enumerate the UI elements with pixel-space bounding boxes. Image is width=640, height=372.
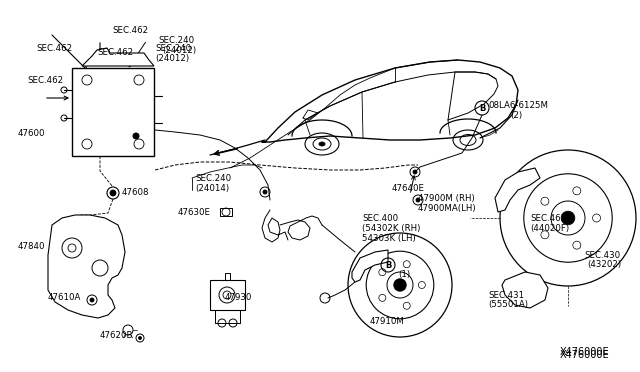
Polygon shape [210, 280, 245, 310]
Circle shape [138, 337, 141, 340]
Text: (1): (1) [398, 270, 410, 279]
Text: SEC.240: SEC.240 [195, 173, 231, 183]
Polygon shape [220, 208, 232, 216]
Circle shape [133, 133, 139, 139]
Text: 47620B: 47620B [100, 330, 134, 340]
Text: (2): (2) [510, 110, 522, 119]
Text: SEC.462: SEC.462 [36, 44, 72, 52]
Text: (24012): (24012) [162, 45, 196, 55]
Ellipse shape [319, 142, 325, 146]
Text: 47610A: 47610A [48, 294, 81, 302]
Polygon shape [72, 68, 154, 156]
Circle shape [90, 298, 94, 302]
Text: (24012): (24012) [155, 54, 189, 62]
Text: 47910M: 47910M [370, 317, 405, 327]
Text: B: B [479, 103, 485, 112]
Text: SEC.431: SEC.431 [488, 291, 524, 299]
Text: 47630E: 47630E [178, 208, 211, 217]
Circle shape [416, 198, 420, 202]
Circle shape [561, 211, 575, 225]
Polygon shape [48, 215, 125, 318]
Text: X476000E: X476000E [560, 350, 610, 360]
Text: SEC.400: SEC.400 [362, 214, 398, 222]
Polygon shape [352, 250, 388, 282]
Polygon shape [82, 48, 154, 66]
Text: 47640E: 47640E [392, 183, 425, 192]
Polygon shape [502, 272, 548, 308]
Text: SEC.462: SEC.462 [27, 76, 63, 84]
Text: SEC.430: SEC.430 [584, 250, 620, 260]
Text: 47900MA(LH): 47900MA(LH) [418, 203, 477, 212]
Text: SEC.462: SEC.462 [530, 214, 566, 222]
Circle shape [394, 279, 406, 291]
Text: 47900M (RH): 47900M (RH) [418, 193, 475, 202]
Polygon shape [495, 168, 540, 212]
Text: SEC.240: SEC.240 [158, 35, 194, 45]
Circle shape [263, 190, 267, 194]
Text: SEC.462: SEC.462 [97, 48, 133, 57]
Text: (24014): (24014) [195, 183, 229, 192]
Text: B: B [385, 260, 391, 269]
Text: 47840: 47840 [18, 241, 45, 250]
Text: (44020F): (44020F) [530, 224, 569, 232]
Text: 54303K (LH): 54303K (LH) [362, 234, 416, 243]
Text: 47600: 47600 [18, 128, 45, 138]
Text: (43202): (43202) [587, 260, 621, 269]
Text: SEC.462: SEC.462 [112, 26, 148, 35]
Text: SEC.240: SEC.240 [155, 44, 191, 52]
Text: (54302K (RH): (54302K (RH) [362, 224, 420, 232]
Circle shape [413, 170, 417, 174]
Text: 47930: 47930 [225, 294, 252, 302]
Text: 08LA6-6125M: 08LA6-6125M [488, 100, 548, 109]
Text: 47608: 47608 [122, 187, 150, 196]
Text: (55501A): (55501A) [488, 301, 528, 310]
Text: X476000E: X476000E [560, 347, 610, 357]
Circle shape [110, 190, 116, 196]
